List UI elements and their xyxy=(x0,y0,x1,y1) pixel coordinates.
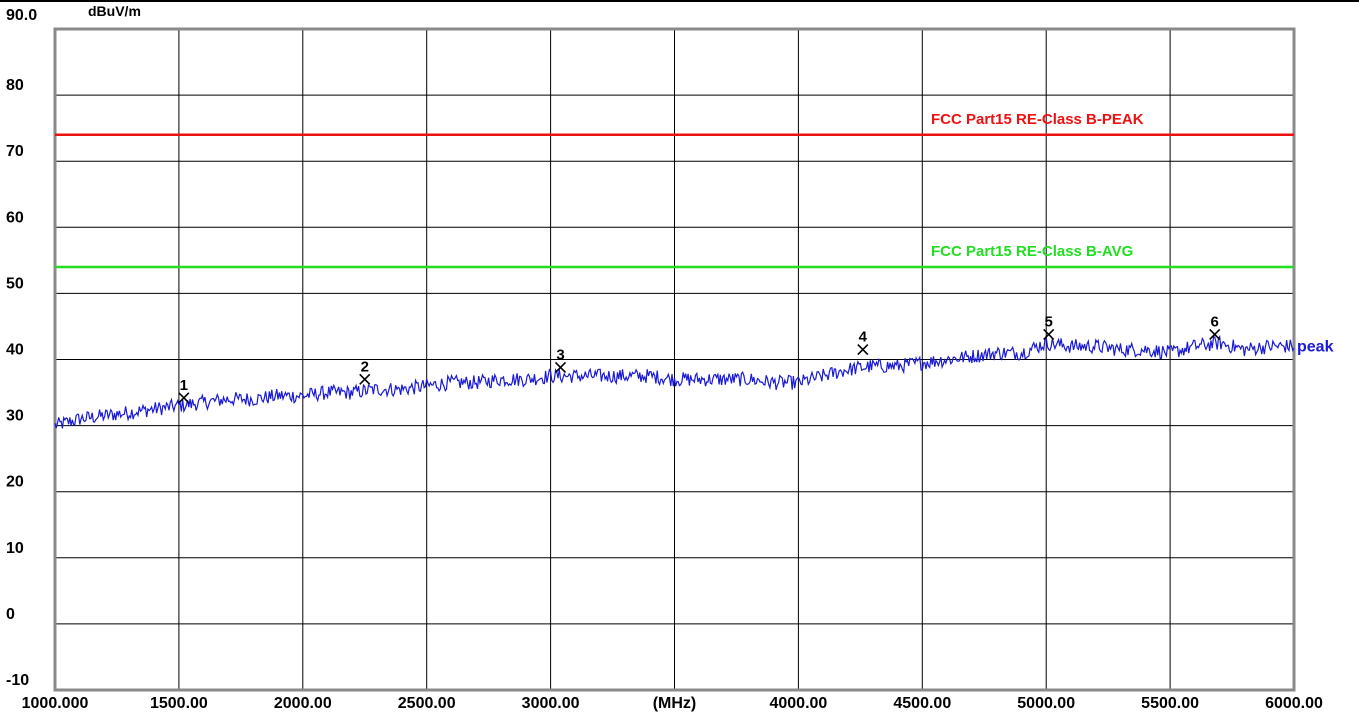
limit-label: FCC Part15 RE-Class B-AVG xyxy=(931,243,1133,260)
marker-x xyxy=(178,392,190,404)
y-tick-label: 0 xyxy=(6,606,15,623)
x-tick-label: 2500.00 xyxy=(398,695,456,712)
series-label: peak xyxy=(1297,338,1334,355)
x-tick-label: 4500.00 xyxy=(893,695,951,712)
y-tick-label: 20 xyxy=(6,474,24,491)
trace-peak xyxy=(54,334,1295,429)
y-tick-label: 10 xyxy=(6,540,24,557)
marker-label: 5 xyxy=(1045,313,1053,330)
marker-label: 1 xyxy=(180,377,188,394)
y-tick-label: 90.0 xyxy=(6,7,37,24)
y-tick-label: 60 xyxy=(6,209,24,226)
marker-label: 2 xyxy=(361,358,369,375)
x-tick-label: 6000.00 xyxy=(1265,695,1323,712)
y-tick-label: 80 xyxy=(6,77,24,94)
x-tick-label: 5000.00 xyxy=(1017,695,1075,712)
x-tick-label: 1500.00 xyxy=(150,695,208,712)
y-tick-label: 70 xyxy=(6,143,24,160)
x-tick-label: (MHz) xyxy=(653,695,697,712)
marker-x xyxy=(1209,328,1221,340)
plot-frame xyxy=(53,27,1296,692)
y-tick-label: 30 xyxy=(6,408,24,425)
marker-label: 6 xyxy=(1211,313,1219,330)
marker-label: 3 xyxy=(556,346,564,363)
x-tick-label: 3000.00 xyxy=(522,695,580,712)
y-tick-label: -10 xyxy=(6,672,29,689)
marker-label: 4 xyxy=(859,329,868,346)
limit-label: FCC Part15 RE-Class B-PEAK xyxy=(931,111,1144,128)
y-tick-label: 50 xyxy=(6,275,24,292)
marker-x xyxy=(554,361,567,373)
marker-x xyxy=(1043,328,1055,340)
marker-x xyxy=(857,344,869,356)
y-unit-label: dBuV/m xyxy=(88,3,141,19)
x-tick-label: 1000.000 xyxy=(22,695,89,712)
x-tick-label: 4000.00 xyxy=(769,695,827,712)
y-tick-label: 40 xyxy=(6,342,24,359)
x-tick-label: 2000.00 xyxy=(274,695,332,712)
marker-x xyxy=(359,373,371,385)
x-tick-label: 5500.00 xyxy=(1141,695,1199,712)
